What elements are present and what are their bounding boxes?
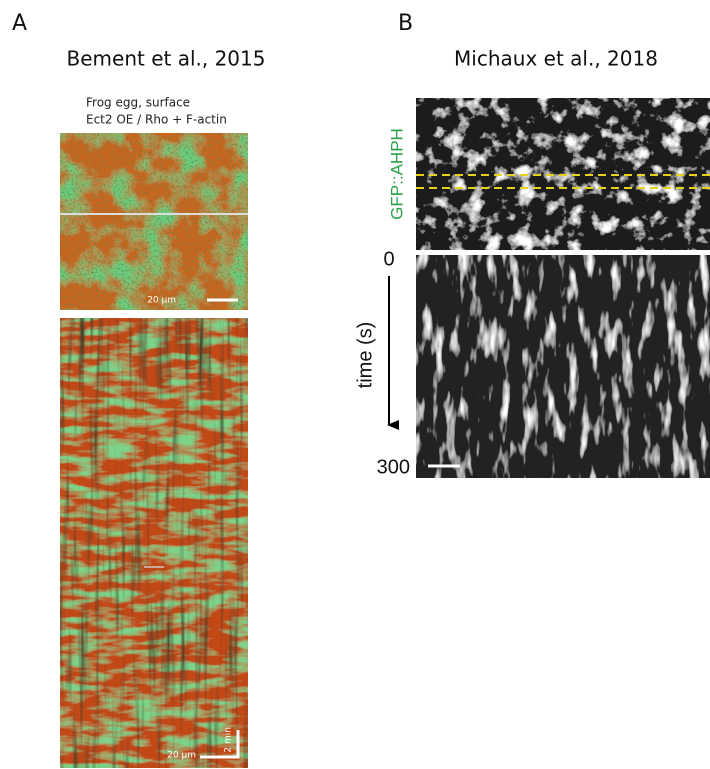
scale-label: 20 µm — [167, 751, 196, 761]
kymograph — [60, 318, 248, 768]
micrograph — [60, 133, 248, 310]
panel-label: A — [12, 11, 27, 36]
time-bar-label: 2 min — [224, 727, 234, 753]
axis-end: 300 — [377, 456, 410, 478]
axis-start: 0 — [383, 248, 394, 270]
axis-label: time (s) — [354, 322, 376, 389]
caption: Ect2 OE / Rho + F-actin — [86, 113, 227, 127]
kymograph — [416, 255, 710, 478]
figure: A Bement et al., 2015 Frog egg, surface … — [0, 0, 710, 769]
citation: Michaux et al., 2018 — [454, 47, 658, 71]
scale-label: 20 µm — [147, 296, 176, 306]
channel-label: GFP::AHPH — [387, 128, 406, 220]
citation: Bement et al., 2015 — [67, 47, 266, 71]
caption: Frog egg, surface — [86, 96, 190, 110]
panel-label: B — [398, 11, 413, 36]
